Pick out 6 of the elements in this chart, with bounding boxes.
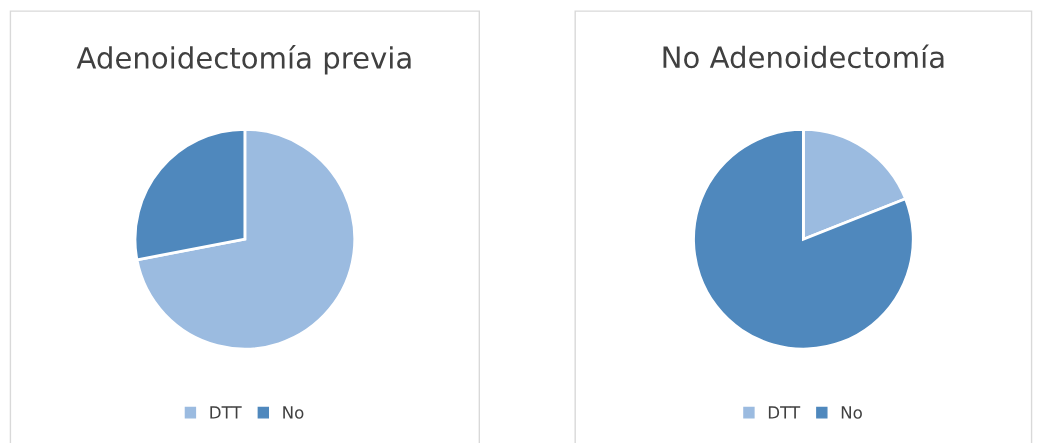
- legend-label: No: [283, 406, 304, 419]
- chart-title: Adenoidectomía previa: [76, 45, 411, 75]
- legend-label: DTT: [210, 406, 242, 419]
- chart-title: No Adenoidectomía: [663, 44, 944, 69]
- legend-label: No: [841, 406, 862, 419]
- legend-label: DTT: [768, 406, 801, 419]
